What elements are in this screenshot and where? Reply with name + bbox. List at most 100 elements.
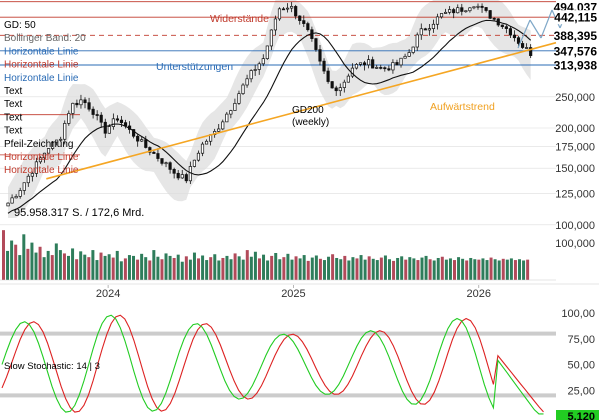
y-tick-label: 150,000 — [555, 163, 595, 175]
volume-bar — [79, 251, 83, 280]
volume-bar — [270, 255, 274, 280]
volume-bar — [526, 259, 530, 280]
candle-body — [132, 129, 136, 137]
volume-bar — [111, 257, 115, 280]
candle-body — [411, 46, 415, 53]
volume-bar — [302, 255, 306, 280]
legend-entry: Text — [4, 99, 23, 110]
volume-bar — [201, 255, 205, 280]
volume-bar — [237, 256, 241, 280]
candle-body — [464, 10, 468, 13]
volume-bar — [176, 254, 180, 280]
legend-entry: Horizontale Linie — [4, 152, 79, 163]
volume-bar — [505, 259, 509, 280]
price-tag-bg — [556, 58, 599, 73]
volume-bar — [448, 258, 452, 280]
candle-body — [55, 139, 59, 143]
stoch-band-line — [0, 393, 556, 398]
candle-body — [391, 62, 395, 71]
candle-body — [180, 174, 184, 179]
volume-bar — [367, 256, 371, 280]
candle-body — [46, 148, 51, 154]
candle-body — [277, 8, 282, 20]
candle-body — [91, 108, 95, 115]
candle-body — [115, 118, 119, 121]
candle-body — [439, 13, 444, 18]
volume-bar — [432, 260, 436, 280]
volume-bars — [0, 230, 556, 281]
volume-bar — [184, 256, 188, 280]
volume-bar — [22, 234, 26, 280]
volume-bar — [26, 248, 30, 280]
volume-bar — [493, 259, 497, 280]
gd200-label: GD200 — [292, 105, 324, 116]
candle-body — [419, 28, 423, 36]
volume-bar — [387, 259, 391, 280]
stoch-last-tag-bg — [556, 410, 599, 420]
candle-body — [306, 23, 310, 31]
forecast-arrow-segment — [529, 19, 542, 39]
volume-bar — [306, 260, 310, 280]
volume-bar — [286, 253, 290, 280]
volume-bar — [180, 261, 184, 280]
volume-bar — [119, 261, 123, 280]
candle-body — [136, 135, 140, 142]
uptrend-label: Aufwärtstrend — [430, 101, 495, 113]
price-tag-label: 388,395 — [554, 29, 598, 43]
candle-body — [427, 28, 431, 31]
candle-body — [383, 67, 387, 70]
stoch-tick-label: 75,00 — [567, 334, 595, 346]
candle-body — [298, 15, 302, 21]
volume-bar — [241, 259, 245, 280]
candle-body — [164, 162, 168, 165]
candle-body — [99, 114, 103, 123]
candle-body — [468, 7, 472, 12]
volume-bar — [168, 255, 172, 280]
price-tag-bg — [556, 28, 599, 43]
volume-bar — [249, 256, 253, 280]
volume-bar — [18, 255, 22, 280]
candle-body — [152, 151, 156, 154]
volume-bar — [424, 255, 428, 280]
candle-body — [444, 11, 448, 14]
candle-body — [245, 78, 249, 86]
candle-body — [407, 52, 411, 57]
volume-bar — [318, 258, 322, 280]
stoch-k-line — [1, 314, 544, 415]
volume-bar — [91, 250, 95, 280]
legend-entry: Horizontale Linie — [4, 60, 79, 71]
volume-bar — [14, 244, 18, 280]
price-grid — [0, 96, 556, 226]
candle-body — [225, 113, 229, 123]
candle-body — [160, 158, 164, 164]
candle-body — [67, 113, 71, 124]
price-tag-bg — [556, 43, 599, 58]
volume-bar — [453, 260, 456, 280]
volume-bar — [30, 242, 34, 280]
candle-body — [448, 9, 452, 13]
candle-body — [75, 102, 79, 106]
volume-bar — [481, 258, 485, 280]
candle-body — [423, 28, 427, 31]
legend-entry: Text — [4, 126, 23, 137]
volume-bar — [54, 243, 58, 280]
volume-bar — [140, 253, 144, 280]
candle-body — [59, 138, 63, 141]
candle-body — [338, 87, 342, 92]
candle-body — [237, 93, 241, 104]
bollinger-band — [8, 0, 531, 218]
candle-body — [273, 18, 278, 31]
candle-body — [484, 7, 488, 11]
volume-bar — [123, 258, 127, 280]
volume-bar — [213, 254, 217, 280]
candle-body — [281, 8, 286, 11]
candle-body — [472, 6, 476, 9]
candle-body — [403, 55, 407, 59]
horizontal-lines — [0, 1, 556, 156]
legend: GD: 50 Bollinger Band: 20 Horizontale Lini… — [4, 20, 86, 176]
candle-body — [334, 87, 338, 92]
candle-body — [387, 68, 391, 71]
candle-body — [492, 17, 496, 20]
volume-bar — [148, 260, 152, 280]
